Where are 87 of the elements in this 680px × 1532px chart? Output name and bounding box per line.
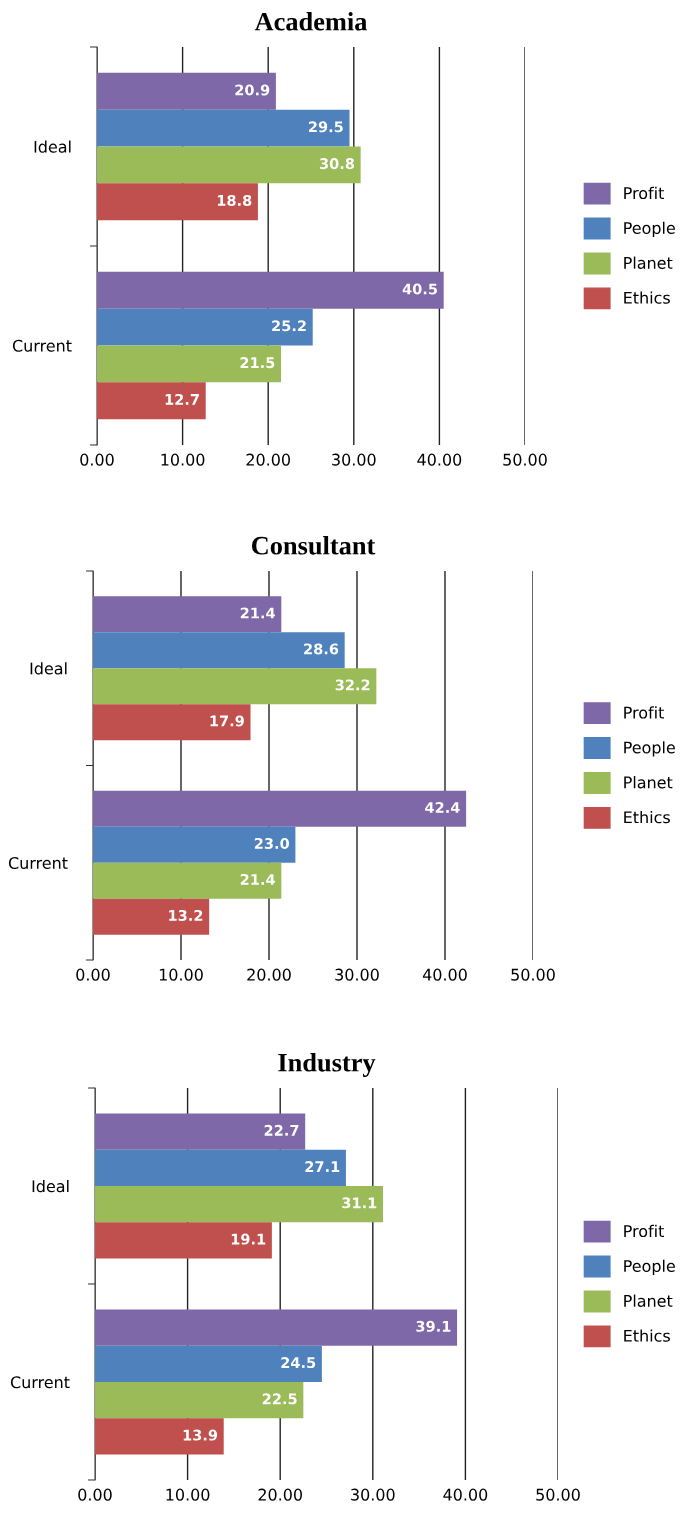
legend-label: People <box>624 1259 675 1276</box>
data-label: 21.5 <box>240 357 275 369</box>
x-tick-label: 0.00 <box>80 453 114 466</box>
bar <box>95 1186 383 1223</box>
bar <box>93 632 345 669</box>
x-tick-label: 50.00 <box>503 453 547 466</box>
x-tick-label: 0.00 <box>78 1488 112 1501</box>
bar <box>93 668 377 705</box>
x-tick-label: 10.00 <box>166 1488 210 1501</box>
chart-title: Academia <box>254 12 368 31</box>
x-tick-label: 40.00 <box>422 968 467 981</box>
x-tick-label: 0.00 <box>76 968 110 981</box>
bar <box>97 345 282 383</box>
bar <box>93 596 282 633</box>
x-tick-label: 40.00 <box>443 1488 488 1501</box>
legend-label: Planet <box>624 1294 673 1307</box>
y-tick-label: Ideal <box>34 140 71 153</box>
bar <box>93 790 467 827</box>
x-tick-label: 20.00 <box>258 1488 302 1501</box>
legend-label: Planet <box>624 776 673 789</box>
y-tick-label: Current <box>8 856 68 870</box>
legend-label: People <box>624 741 675 757</box>
bar <box>97 146 361 184</box>
bar <box>97 183 258 221</box>
chart-title: Industry <box>278 1053 376 1078</box>
bar <box>97 382 206 420</box>
bar <box>95 1418 224 1455</box>
data-label: 20.9 <box>235 84 270 96</box>
y-tick-label: Ideal <box>32 1179 69 1193</box>
data-label: 29.5 <box>309 121 343 133</box>
data-label: 12.7 <box>165 393 199 405</box>
legend-label: Ethics <box>624 1329 670 1342</box>
data-label: 25.2 <box>272 320 306 332</box>
x-tick-label: 30.00 <box>335 968 379 981</box>
bar <box>95 1149 346 1186</box>
data-label: 23.0 <box>254 837 290 849</box>
data-label: 18.8 <box>217 194 252 206</box>
x-tick-label: 30.00 <box>351 1488 395 1501</box>
bar <box>95 1309 458 1346</box>
data-label: 32.2 <box>335 679 370 691</box>
bar <box>97 271 444 309</box>
x-tick-label: 50.00 <box>511 968 555 981</box>
legend-label: Ethics <box>624 291 670 304</box>
data-label: 21.4 <box>240 607 275 619</box>
data-label: 42.4 <box>425 801 460 813</box>
bar <box>95 1345 322 1382</box>
data-label: 31.1 <box>342 1197 377 1209</box>
data-label: 19.1 <box>231 1233 266 1245</box>
legend-label: Ethics <box>624 810 670 824</box>
data-label: 17.9 <box>210 715 244 727</box>
y-tick-label: Current <box>10 1376 70 1389</box>
bar <box>95 1382 304 1419</box>
data-label: 40.5 <box>402 283 437 295</box>
x-tick-label: 20.00 <box>247 968 291 981</box>
x-tick-label: 20.00 <box>246 453 290 466</box>
bar <box>93 862 282 899</box>
data-label: 22.5 <box>262 1393 297 1405</box>
data-label: 28.6 <box>304 643 339 655</box>
x-tick-label: 40.00 <box>417 453 462 466</box>
bar <box>97 72 276 110</box>
bar <box>97 109 350 147</box>
data-label: 24.5 <box>281 1357 316 1369</box>
data-label: 30.8 <box>319 158 355 170</box>
bar <box>93 704 251 741</box>
data-label: 21.4 <box>240 873 275 885</box>
bar <box>95 1222 272 1259</box>
legend-label: Profit <box>624 186 664 200</box>
data-label: 39.1 <box>416 1320 451 1332</box>
bar <box>95 1113 306 1150</box>
chart-title: Consultant <box>251 536 376 555</box>
legend-label: People <box>624 221 675 238</box>
legend-label: Profit <box>624 706 664 719</box>
bar <box>93 826 296 863</box>
data-label: 27.1 <box>305 1161 340 1172</box>
x-tick-label: 30.00 <box>332 453 376 466</box>
bar <box>93 898 210 935</box>
y-tick-label: Current <box>12 339 72 352</box>
data-label: 13.9 <box>183 1429 218 1441</box>
legend-label: Planet <box>624 256 673 269</box>
x-tick-label: 10.00 <box>159 968 203 981</box>
x-tick-label: 10.00 <box>161 453 205 466</box>
bar <box>97 308 313 346</box>
x-tick-label: 50.00 <box>536 1488 580 1501</box>
data-label: 13.2 <box>169 909 203 921</box>
legend-label: Profit <box>624 1224 664 1238</box>
y-tick-label: Ideal <box>30 662 67 675</box>
data-label: 22.7 <box>264 1124 299 1136</box>
